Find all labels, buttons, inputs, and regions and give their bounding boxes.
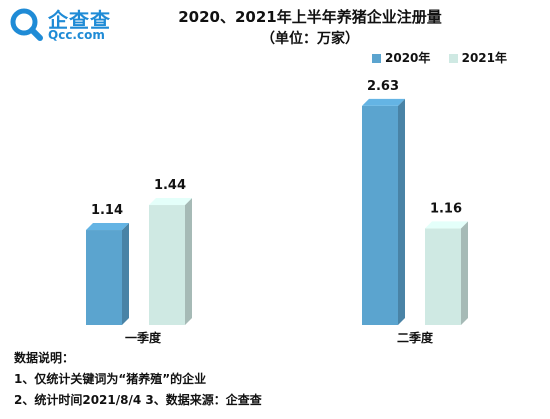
bar-side-二季度-2021年: [461, 221, 468, 325]
bar-二季度-2021年: [425, 228, 461, 325]
legend-item-2020: 2020年: [372, 49, 430, 66]
data-label-二季度-2020年: 2.63: [367, 79, 399, 94]
category-label-二季度: 二季度: [397, 330, 434, 345]
bar-top-二季度-2021年: [425, 221, 468, 229]
notes-line-1: 1、仅统计关键词为“猪养殖”的企业: [14, 372, 207, 386]
bar-top-一季度-2020年: [86, 223, 129, 231]
bar-top-二季度-2020年: [362, 98, 405, 106]
data-label-一季度-2021年: 1.44: [154, 178, 186, 193]
bar-一季度-2020年: [86, 230, 122, 325]
notes-line-2: 2、统计时间2021/8/4 3、数据来源：企查查: [14, 393, 262, 407]
chart-subtitle: （单位：万家）: [261, 31, 359, 47]
category-label-一季度: 一季度: [125, 330, 162, 345]
data-label-二季度-2021年: 1.16: [430, 201, 462, 216]
bar-side-二季度-2020年: [398, 98, 405, 326]
logo-url: Qcc.com: [48, 28, 105, 42]
legend-swatch-2020: [372, 54, 381, 63]
legend-swatch-2021: [448, 54, 458, 63]
legend-item-2021: 2021年: [448, 49, 507, 66]
legend-label-2020: 2020年: [385, 51, 431, 65]
bar-一季度-2021年: [149, 205, 185, 325]
legend: 2020年 2021年: [372, 49, 521, 66]
notes-heading: 数据说明：: [14, 351, 75, 365]
data-notes: 数据说明： 1、仅统计关键词为“猪养殖”的企业 2、统计时间2021/8/4 3…: [14, 348, 262, 411]
bar-top-一季度-2021年: [149, 198, 192, 206]
data-label-一季度-2020年: 1.14: [91, 203, 123, 218]
chart-title: 2020、2021年上半年养猪企业注册量: [178, 8, 442, 26]
magnifier-icon: [10, 8, 43, 41]
bar-二季度-2020年: [362, 105, 398, 326]
logo-name: 企查查: [48, 8, 111, 32]
legend-label-2021: 2021年: [461, 51, 507, 65]
bar-side-一季度-2020年: [122, 223, 129, 325]
bar-side-一季度-2021年: [185, 198, 192, 325]
qcc-logo: 企查查 Qcc.com: [4, 2, 124, 46]
